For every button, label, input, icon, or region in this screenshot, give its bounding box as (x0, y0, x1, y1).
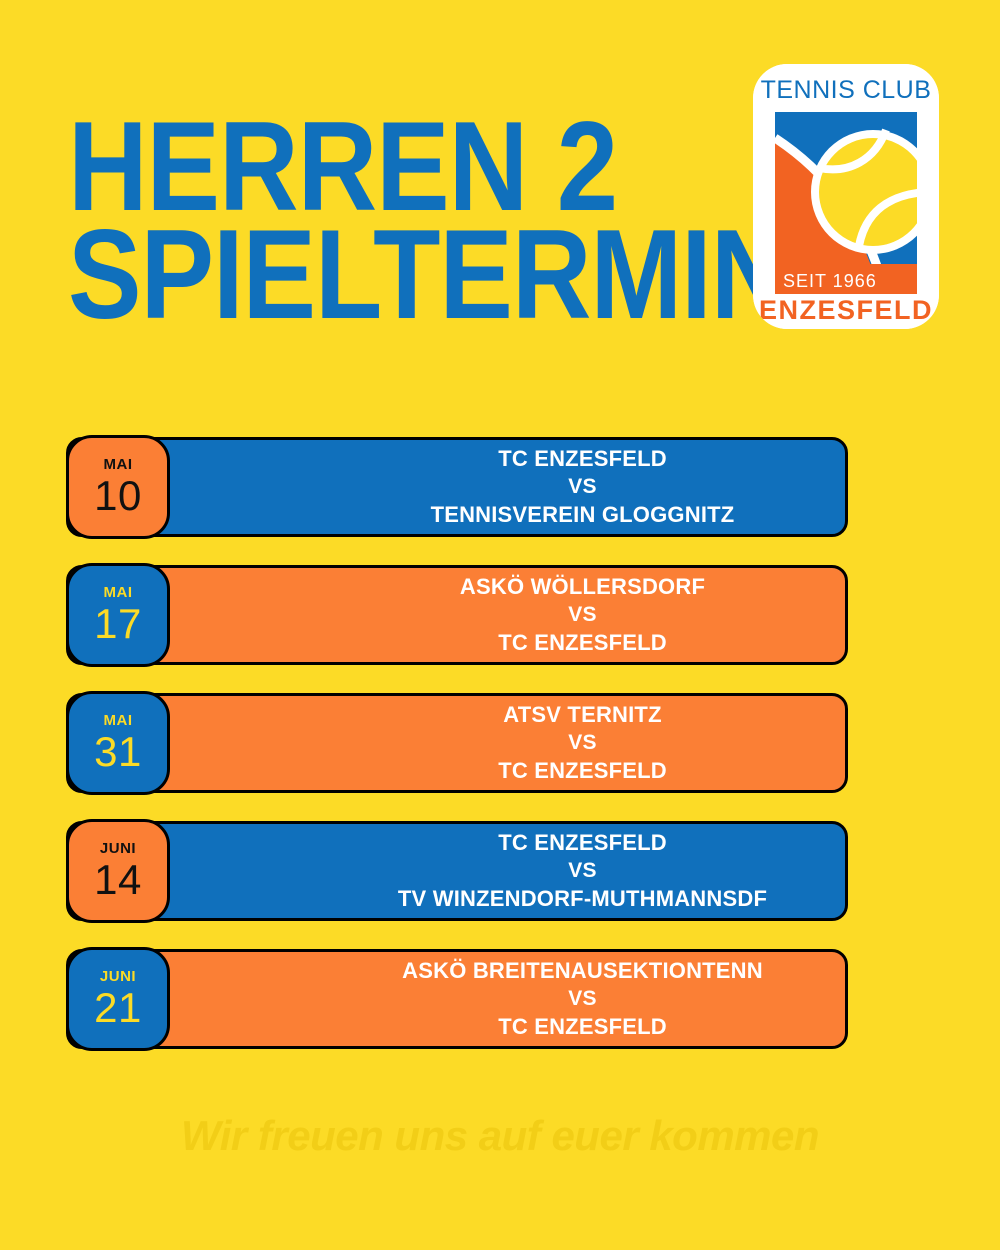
date-day: 31 (94, 728, 142, 775)
match-row[interactable]: ASKÖ WÖLLERSDORF VS TC ENZESFELD MAI 17 (0, 563, 1000, 667)
away-team: TENNISVEREIN GLOGGNITZ (430, 501, 735, 527)
date-month: JUNI (99, 968, 137, 985)
logo-emblem: SEIT 1966 (775, 112, 917, 294)
match-card (66, 821, 848, 921)
home-team: ATSV TERNITZ (503, 701, 662, 727)
home-team: TC ENZESFELD (498, 445, 667, 471)
home-team: ASKÖ BREITENAUSEKTIONTENN (402, 957, 763, 983)
date-day: 10 (94, 472, 142, 519)
vs-label: VS (568, 603, 597, 627)
away-team: TV WINZENDORF-MUTHMANNSDF (397, 885, 768, 911)
match-card (66, 437, 848, 537)
date-month: MAI (103, 712, 133, 729)
match-row[interactable]: TC ENZESFELD VS TENNISVEREIN GLOGGNITZ M… (0, 435, 1000, 539)
vs-label: VS (568, 731, 597, 755)
date-chip: JUNI 14 (66, 819, 170, 923)
match-card (66, 565, 848, 665)
match-teams: ASKÖ BREITENAUSEKTIONTENN VS TC ENZESFEL… (175, 949, 990, 1049)
title-line-1: HERREN 2 (68, 96, 618, 239)
date-month: MAI (103, 584, 133, 601)
date-chip: MAI 31 (66, 691, 170, 795)
date-day: 14 (94, 856, 142, 903)
date-day: 21 (94, 984, 142, 1031)
match-card (66, 949, 848, 1049)
match-row[interactable]: TC ENZESFELD VS TV WINZENDORF-MUTHMANNSD… (0, 819, 1000, 923)
match-teams: ATSV TERNITZ VS TC ENZESFELD (175, 693, 990, 793)
away-team: TC ENZESFELD (498, 1013, 667, 1039)
match-card (66, 693, 848, 793)
logo-since-text: SEIT 1966 (783, 271, 877, 291)
vs-label: VS (568, 987, 597, 1011)
date-chip: JUNI 21 (66, 947, 170, 1051)
logo-tennis-club-text: TENNIS CLUB (761, 76, 932, 104)
home-team: ASKÖ WÖLLERSDORF (459, 573, 706, 599)
match-teams: TC ENZESFELD VS TV WINZENDORF-MUTHMANNSD… (175, 821, 990, 921)
match-row[interactable]: ATSV TERNITZ VS TC ENZESFELD MAI 31 (0, 691, 1000, 795)
away-team: TC ENZESFELD (498, 629, 667, 655)
club-logo-graphic: TENNIS CLUB (753, 64, 939, 329)
club-logo: TENNIS CLUB (753, 64, 939, 329)
date-day: 17 (94, 600, 142, 647)
date-month: MAI (103, 456, 133, 473)
date-chip: MAI 10 (66, 435, 170, 539)
date-chip: MAI 17 (66, 563, 170, 667)
footer-message: Wir freuen uns auf euer kommen (180, 1112, 820, 1159)
match-teams: TC ENZESFELD VS TENNISVEREIN GLOGGNITZ (175, 437, 990, 537)
match-teams: ASKÖ WÖLLERSDORF VS TC ENZESFELD (175, 565, 990, 665)
vs-label: VS (568, 475, 597, 499)
vs-label: VS (568, 859, 597, 883)
poster-header: HERREN 2 SPIELTERMINE TENNIS CLUB (0, 0, 1000, 400)
date-month: JUNI (99, 840, 137, 857)
match-schedule-list: TC ENZESFELD VS TENNISVEREIN GLOGGNITZ M… (0, 435, 1000, 1077)
title-line-2: SPIELTERMINE (68, 204, 863, 346)
away-team: TC ENZESFELD (498, 757, 667, 783)
page-title: HERREN 2 SPIELTERMINE (68, 104, 863, 338)
home-team: TC ENZESFELD (498, 829, 667, 855)
logo-club-name-text: ENZESFELD (759, 295, 933, 325)
match-row[interactable]: ASKÖ BREITENAUSEKTIONTENN VS TC ENZESFEL… (0, 947, 1000, 1051)
